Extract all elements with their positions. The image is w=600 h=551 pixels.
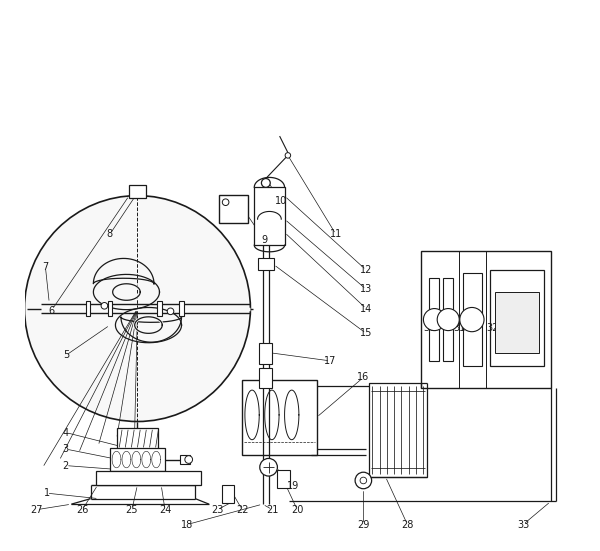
Text: 15: 15 — [360, 328, 373, 338]
Text: 24: 24 — [159, 505, 171, 515]
Text: 30: 30 — [424, 323, 436, 333]
Circle shape — [223, 199, 229, 206]
Circle shape — [101, 302, 108, 309]
Text: 20: 20 — [291, 505, 304, 515]
Text: 7: 7 — [43, 262, 49, 272]
Text: 18: 18 — [181, 520, 193, 530]
Bar — [443, 278, 453, 361]
Text: 3: 3 — [63, 444, 69, 454]
Bar — [108, 301, 112, 316]
Bar — [179, 301, 184, 316]
Bar — [129, 185, 146, 198]
Circle shape — [460, 307, 484, 332]
Circle shape — [262, 179, 270, 187]
Text: 10: 10 — [275, 196, 287, 206]
Text: 19: 19 — [287, 481, 299, 491]
Text: 29: 29 — [357, 520, 370, 530]
Bar — [86, 301, 90, 316]
Text: 2: 2 — [62, 461, 69, 471]
Bar — [277, 470, 290, 488]
Bar — [181, 455, 190, 464]
Text: 17: 17 — [324, 356, 337, 366]
Bar — [259, 368, 272, 388]
Text: 21: 21 — [266, 505, 278, 515]
Bar — [463, 273, 482, 366]
Circle shape — [25, 196, 250, 422]
Circle shape — [355, 472, 371, 489]
Bar — [222, 485, 234, 503]
Bar — [369, 383, 427, 477]
Text: 6: 6 — [48, 306, 54, 316]
Circle shape — [424, 309, 445, 331]
Text: 26: 26 — [76, 505, 89, 515]
Text: 22: 22 — [236, 505, 248, 515]
Bar — [430, 278, 439, 361]
Circle shape — [285, 153, 290, 158]
Bar — [219, 195, 248, 223]
Text: 25: 25 — [125, 505, 138, 515]
Bar — [96, 471, 201, 485]
Bar — [242, 380, 317, 455]
Bar — [157, 301, 161, 316]
Text: 5: 5 — [62, 350, 69, 360]
Text: 23: 23 — [211, 505, 224, 515]
Bar — [258, 258, 274, 270]
Text: 33: 33 — [517, 520, 529, 530]
Text: 16: 16 — [357, 372, 370, 382]
Text: 9: 9 — [261, 235, 267, 245]
Bar — [110, 448, 165, 471]
Circle shape — [260, 458, 277, 476]
Text: 14: 14 — [360, 304, 372, 314]
Text: 8: 8 — [107, 229, 113, 239]
Circle shape — [360, 477, 367, 484]
Bar — [254, 187, 284, 245]
Text: 11: 11 — [329, 229, 342, 239]
Text: 1: 1 — [43, 488, 50, 498]
Text: 13: 13 — [360, 284, 372, 294]
Bar — [494, 292, 539, 353]
Text: 12: 12 — [360, 265, 373, 275]
Bar — [116, 428, 158, 449]
Bar — [259, 343, 272, 364]
Text: 31: 31 — [454, 323, 466, 333]
Bar — [421, 251, 551, 388]
Circle shape — [437, 309, 459, 331]
Text: 4: 4 — [63, 428, 69, 437]
Circle shape — [167, 308, 174, 315]
Text: 27: 27 — [31, 505, 43, 515]
Text: 28: 28 — [401, 520, 413, 530]
Text: 32: 32 — [487, 323, 499, 333]
Bar — [490, 270, 544, 366]
Circle shape — [185, 456, 193, 463]
